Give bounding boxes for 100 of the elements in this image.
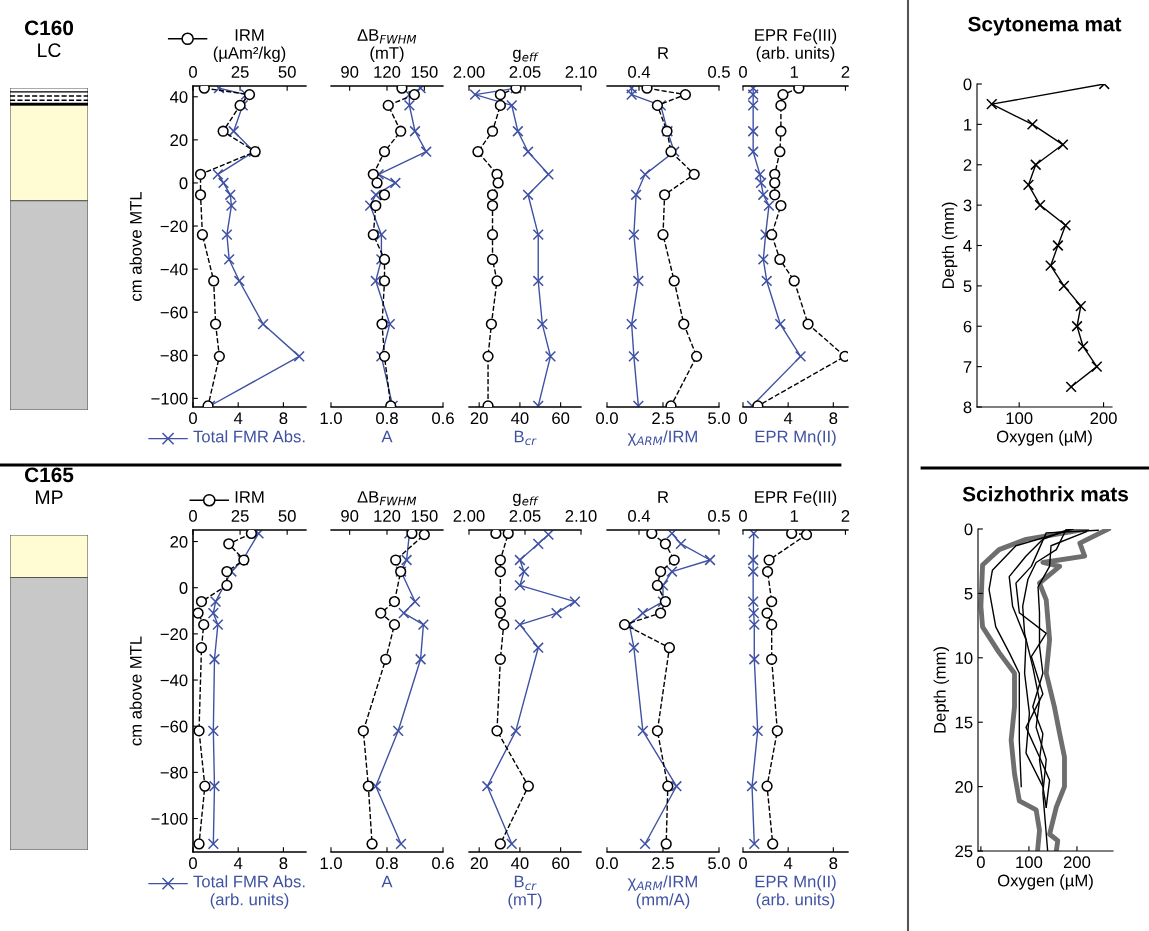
y-tick-label: 10 — [955, 652, 973, 664]
x-tick-label: 8 — [829, 412, 838, 425]
x2-tick-label: 2.10 — [565, 66, 597, 78]
x-axis-title: Total FMR Abs. — [193, 430, 305, 443]
x-tick-label: 20 — [470, 412, 488, 425]
x-tick-label: 4 — [233, 857, 243, 869]
y-tick-label: 40 — [169, 91, 188, 103]
y-axis-title: cm above MTL — [129, 191, 142, 301]
x2-tick-label: 1 — [790, 510, 799, 522]
x-tick-label: 60 — [552, 412, 570, 425]
x2-axis-title: EPR Fe(III) (arb. units) — [755, 28, 837, 63]
x2-tick-label: 0.5 — [708, 510, 730, 522]
x2-tick-label: 0.4 — [628, 510, 651, 522]
x2-tick-label: 2.00 — [453, 510, 485, 522]
x2-tick-label: 0 — [189, 510, 197, 522]
x2-tick-label: 1 — [790, 66, 799, 78]
x2-axis-title: ΔB$_{FWHM}$ — [357, 491, 417, 506]
y-tick-label: −100 — [151, 812, 188, 825]
y-tick-label: 3 — [963, 199, 972, 212]
y-tick-label: 20 — [955, 781, 973, 793]
x2-tick-label: 2.10 — [565, 510, 597, 522]
x-tick-label: 0.0 — [596, 857, 618, 870]
text: LC — [38, 43, 61, 58]
x2-tick-label: 120 — [374, 510, 401, 522]
text: C165 — [24, 467, 74, 483]
y-tick-label: −60 — [160, 306, 188, 319]
y-tick-label: 5 — [964, 587, 973, 600]
x-tick-label: 0 — [189, 412, 197, 425]
y-tick-label: 0 — [179, 582, 188, 594]
x-axis-title: B$_{cr}$ — [514, 430, 537, 446]
x-tick-label: 0.8 — [376, 412, 398, 425]
x-tick-label: 4 — [783, 857, 793, 869]
x-axis-title: A — [381, 875, 393, 888]
x2-tick-label: 0 — [739, 66, 747, 78]
x-axis-title: B$_{cr}$ (mT) — [508, 875, 542, 909]
x-tick-label: 20 — [470, 857, 488, 870]
y-tick-label: 8 — [963, 401, 972, 414]
y-tick-label: 4 — [963, 240, 972, 252]
x2-axis-title: R — [658, 491, 669, 503]
x-tick-label: 40 — [511, 857, 529, 870]
x-tick-label: 2.5 — [652, 857, 674, 870]
x2-tick-label: 0 — [189, 66, 197, 78]
x-tick-label: 200 — [1063, 856, 1091, 869]
x-tick-label: 0.6 — [432, 412, 454, 425]
chart-title: Scytonema mat — [968, 16, 1122, 36]
x-tick-label: 8 — [829, 857, 838, 870]
y-tick-label: 15 — [955, 716, 973, 729]
text: C160 — [24, 20, 74, 36]
y-tick-label: −40 — [160, 674, 188, 687]
x-tick-label: 0.8 — [376, 857, 398, 870]
y-axis-title: Depth (mm) — [941, 202, 958, 289]
x-axis-title: χ$_{ARM}$/IRM (mm/A) — [627, 875, 697, 909]
x2-axis-title: EPR Fe(III) — [755, 490, 837, 507]
chart-title: Scizhothrix mats — [962, 486, 1128, 502]
x-tick-label: 0 — [189, 857, 197, 870]
y-tick-label: −20 — [160, 220, 188, 233]
y-tick-label: −20 — [160, 628, 188, 641]
y-tick-label: −80 — [160, 766, 188, 779]
y-tick-label: 0 — [964, 523, 973, 536]
x-tick-label: 0 — [739, 857, 747, 870]
x-axis-title: EPR Mn(II) (arb. units) — [755, 875, 836, 909]
x2-tick-label: 25 — [231, 66, 249, 78]
text: MP — [36, 490, 63, 504]
x2-tick-label: 2.05 — [509, 510, 541, 522]
x2-tick-label: 0 — [739, 510, 747, 522]
x2-axis-title: IRM (µAm²/kg) — [213, 29, 286, 63]
y-tick-label: −60 — [160, 720, 188, 733]
x-axis-title: χ$_{ARM}$/IRM — [627, 430, 697, 446]
x-tick-label: 5.0 — [708, 857, 730, 870]
x-axis-title: Oxygen (µM) — [997, 874, 1093, 890]
y-tick-label: −100 — [151, 392, 188, 405]
x2-tick-label: 90 — [341, 510, 359, 522]
x-tick-label: 8 — [279, 857, 288, 870]
x-tick-label: 100 — [1006, 412, 1033, 425]
y-axis-title: cm above MTL — [129, 636, 142, 746]
y-tick-label: 5 — [963, 280, 972, 293]
x-tick-label: 0.6 — [432, 857, 454, 870]
x2-tick-label: 90 — [341, 66, 359, 78]
x-axis-title: Total FMR Abs. (arb. units) — [193, 875, 305, 909]
x2-tick-label: 25 — [231, 510, 249, 522]
x2-tick-label: 0.5 — [708, 66, 730, 78]
x-tick-label: 200 — [1090, 412, 1117, 425]
x2-axis-title: g$_{eff}$ — [513, 49, 539, 63]
x-tick-label: 4 — [233, 412, 243, 424]
x2-axis-title: R — [658, 47, 669, 59]
x2-tick-label: 2 — [841, 66, 850, 78]
x2-tick-label: 150 — [411, 66, 438, 78]
x2-tick-label: 120 — [374, 66, 401, 78]
x-axis-title: Oxygen (µM) — [996, 430, 1092, 446]
x-tick-label: 4 — [783, 412, 793, 424]
x-tick-label: 0 — [976, 856, 985, 869]
x-tick-label: 60 — [552, 857, 570, 870]
x-tick-label: 8 — [279, 412, 288, 425]
y-tick-label: 1 — [964, 118, 972, 131]
y-tick-label: 6 — [963, 320, 972, 333]
y-tick-label: 25 — [955, 845, 973, 858]
x-tick-label: 0.0 — [596, 412, 618, 425]
y-tick-label: −40 — [160, 263, 188, 276]
x2-tick-label: 2.05 — [509, 66, 541, 78]
x2-tick-label: 50 — [278, 510, 296, 522]
